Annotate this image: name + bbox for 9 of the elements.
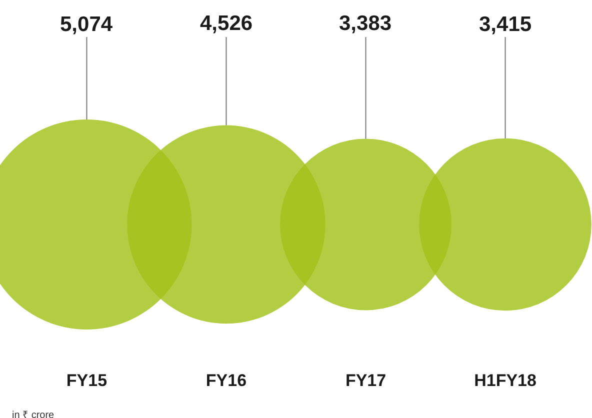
category-label: FY16 — [206, 371, 247, 390]
data-label: 3,383 — [339, 12, 392, 35]
data-label: 5,074 — [60, 13, 113, 36]
category-label: FY17 — [345, 371, 386, 390]
category-label: FY15 — [66, 371, 108, 390]
text: in ₹ crore — [12, 410, 55, 418]
category-label: H1FY18 — [474, 371, 536, 390]
data-label: 3,415 — [479, 13, 532, 36]
data-label: 4,526 — [200, 12, 253, 35]
